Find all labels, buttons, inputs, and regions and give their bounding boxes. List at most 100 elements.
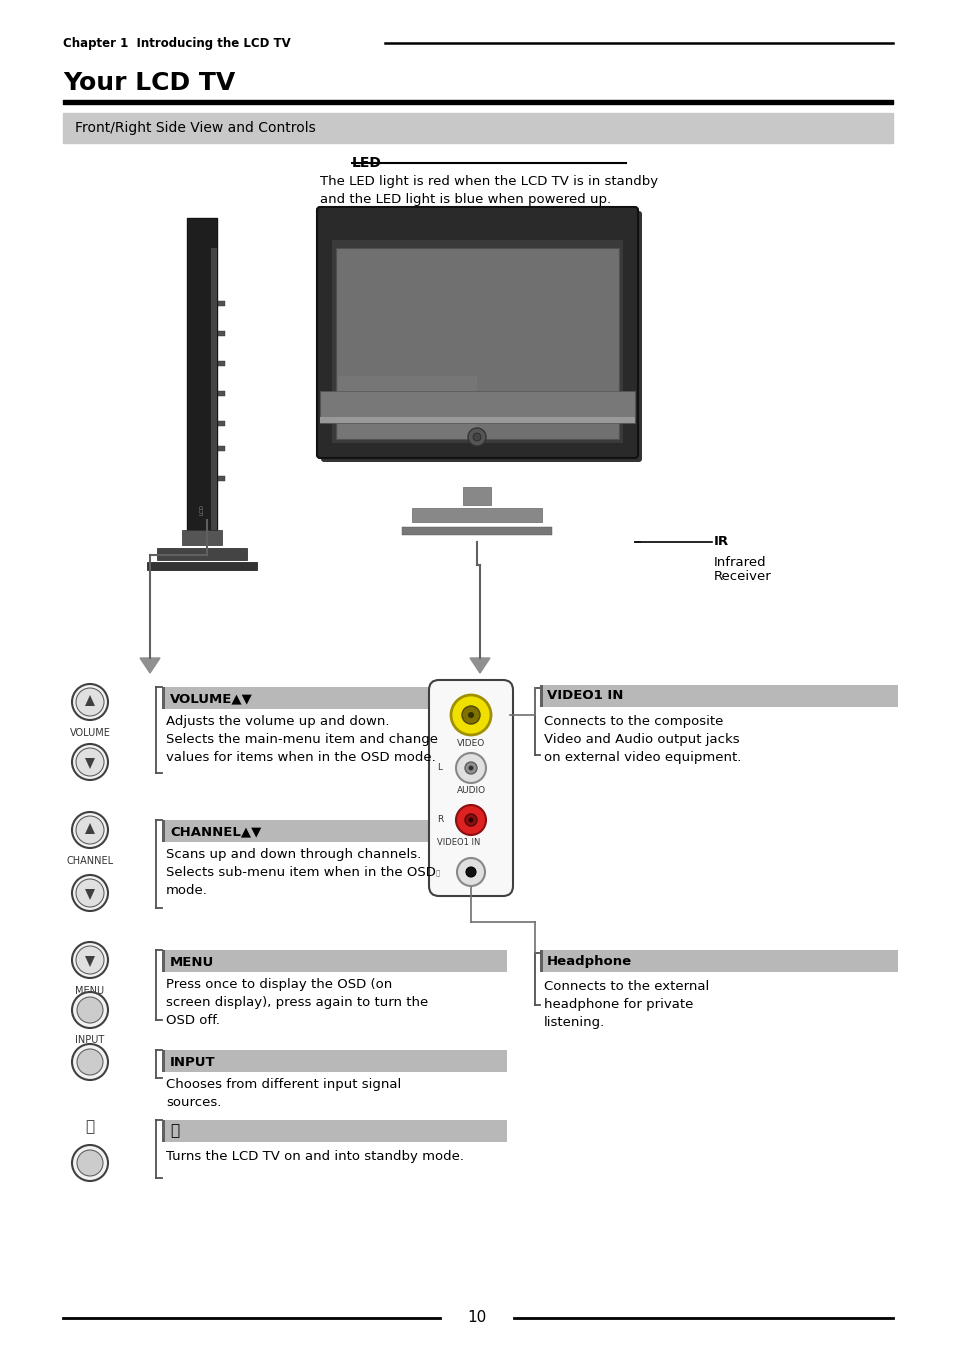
Text: CHANNEL▲▼: CHANNEL▲▼ — [170, 826, 261, 838]
Text: Chooses from different input signal
sources.: Chooses from different input signal sour… — [166, 1078, 401, 1109]
Circle shape — [77, 1150, 103, 1177]
Text: ⏻: ⏻ — [170, 1124, 179, 1139]
Polygon shape — [140, 658, 160, 673]
Circle shape — [71, 942, 108, 978]
Circle shape — [76, 946, 104, 974]
Circle shape — [473, 433, 480, 441]
Bar — [218, 362, 225, 366]
Text: Your LCD TV: Your LCD TV — [63, 70, 235, 95]
Text: VOLUME▲▼: VOLUME▲▼ — [170, 692, 253, 705]
Bar — [147, 562, 256, 570]
Text: Headphone: Headphone — [546, 955, 632, 968]
Polygon shape — [85, 695, 95, 705]
Circle shape — [71, 684, 108, 720]
Bar — [218, 391, 225, 395]
Text: Connects to the external
headphone for private
listening.: Connects to the external headphone for p… — [543, 980, 708, 1029]
Bar — [182, 529, 222, 546]
Polygon shape — [85, 956, 95, 967]
Text: MENU: MENU — [75, 986, 105, 997]
Polygon shape — [85, 823, 95, 834]
Polygon shape — [85, 758, 95, 769]
Circle shape — [71, 1145, 108, 1181]
Text: IR: IR — [713, 535, 728, 548]
Polygon shape — [470, 658, 490, 673]
Bar — [539, 951, 542, 972]
Text: L: L — [436, 764, 441, 773]
Circle shape — [71, 812, 108, 848]
Text: Receiver: Receiver — [713, 570, 771, 584]
Text: Infrared: Infrared — [713, 556, 766, 569]
Bar — [162, 951, 165, 972]
Bar — [162, 1049, 165, 1072]
Text: LCD: LCD — [199, 505, 204, 516]
Circle shape — [464, 762, 476, 774]
Circle shape — [71, 1044, 108, 1080]
Text: MENU: MENU — [170, 956, 214, 968]
FancyBboxPatch shape — [320, 211, 641, 462]
Circle shape — [468, 765, 473, 770]
Text: INPUT: INPUT — [170, 1056, 215, 1068]
Text: R: R — [436, 815, 443, 825]
Text: Press once to display the OSD (on
screen display), press again to turn the
OSD o: Press once to display the OSD (on screen… — [166, 978, 428, 1026]
Text: AUDIO: AUDIO — [456, 787, 485, 795]
Bar — [218, 301, 225, 306]
Text: LED: LED — [352, 156, 381, 171]
Bar — [162, 686, 506, 709]
Circle shape — [468, 818, 473, 822]
Circle shape — [464, 814, 476, 826]
Text: Chapter 1  Introducing the LCD TV: Chapter 1 Introducing the LCD TV — [63, 37, 291, 50]
Bar — [335, 248, 618, 439]
Text: INPUT: INPUT — [75, 1034, 105, 1045]
Text: ⏻: ⏻ — [86, 1120, 94, 1135]
Circle shape — [76, 688, 104, 716]
Bar — [162, 1120, 165, 1141]
Circle shape — [71, 992, 108, 1028]
Bar — [332, 240, 622, 443]
FancyBboxPatch shape — [316, 207, 638, 458]
FancyBboxPatch shape — [429, 680, 513, 896]
Circle shape — [71, 743, 108, 780]
Bar — [539, 685, 542, 707]
Bar — [162, 821, 165, 842]
Text: VIDEO: VIDEO — [456, 739, 485, 747]
Text: Turns the LCD TV on and into standby mode.: Turns the LCD TV on and into standby mod… — [166, 1150, 463, 1163]
Circle shape — [465, 867, 476, 877]
Text: 10: 10 — [467, 1311, 486, 1326]
Circle shape — [456, 858, 484, 886]
Circle shape — [456, 806, 485, 835]
Bar — [412, 508, 541, 523]
Circle shape — [71, 875, 108, 911]
Text: 🎧: 🎧 — [436, 869, 439, 876]
Bar — [157, 548, 247, 561]
Circle shape — [461, 705, 479, 724]
Bar — [401, 527, 552, 535]
Circle shape — [451, 695, 491, 735]
Polygon shape — [85, 890, 95, 900]
Text: Connects to the composite
Video and Audio output jacks
on external video equipme: Connects to the composite Video and Audi… — [543, 715, 740, 764]
Circle shape — [468, 428, 485, 445]
Circle shape — [76, 879, 104, 907]
Text: Scans up and down through channels.
Selects sub-menu item when in the OSD
mode.: Scans up and down through channels. Sele… — [166, 848, 436, 896]
Circle shape — [76, 747, 104, 776]
Circle shape — [76, 816, 104, 844]
Bar — [319, 391, 635, 422]
Bar — [162, 1049, 506, 1072]
Text: VOLUME: VOLUME — [70, 728, 111, 738]
Text: Front/Right Side View and Controls: Front/Right Side View and Controls — [75, 121, 315, 135]
Bar — [462, 487, 491, 505]
Bar — [162, 686, 165, 709]
Text: VIDEO1 IN: VIDEO1 IN — [436, 838, 480, 848]
Bar — [162, 1120, 506, 1141]
Bar — [539, 951, 897, 972]
Bar — [337, 376, 476, 439]
Bar — [187, 218, 216, 529]
Circle shape — [77, 997, 103, 1024]
Bar — [319, 417, 635, 422]
Bar — [211, 248, 216, 529]
Bar — [218, 477, 225, 481]
Bar — [539, 685, 897, 707]
Bar — [218, 330, 225, 336]
Text: VIDEO1 IN: VIDEO1 IN — [546, 689, 622, 703]
Bar — [218, 445, 225, 451]
Text: The LED light is red when the LCD TV is in standby
and the LED light is blue whe: The LED light is red when the LCD TV is … — [319, 175, 658, 206]
